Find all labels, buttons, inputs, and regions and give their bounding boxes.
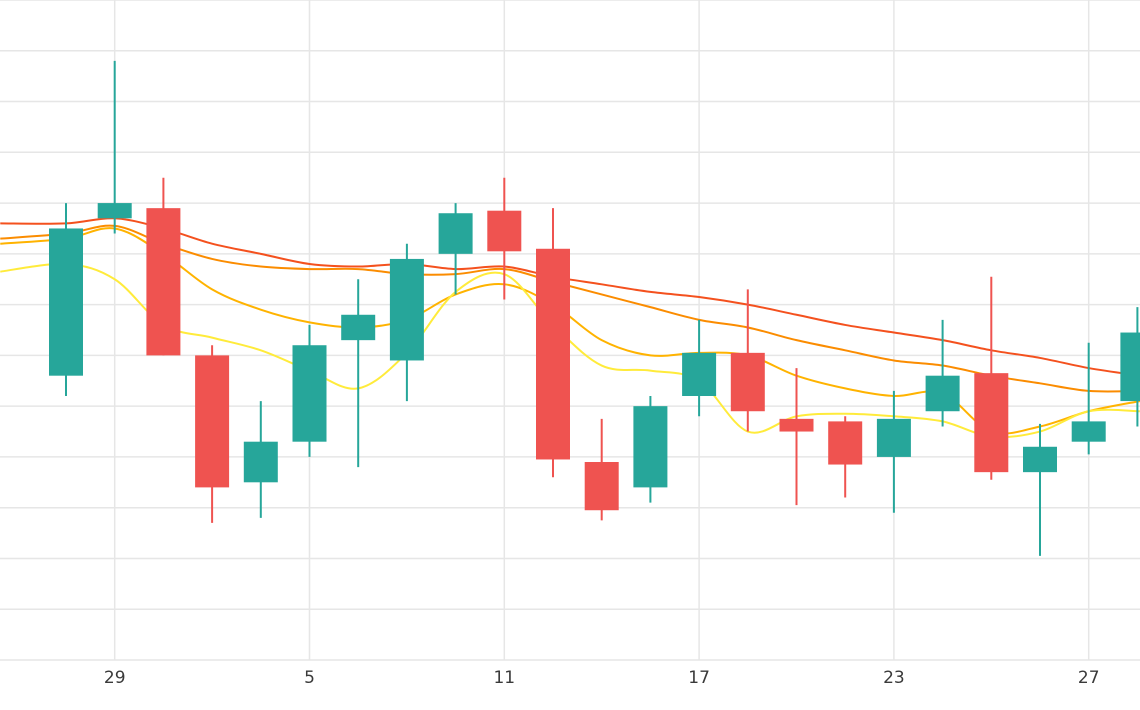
candle-body [487, 210, 522, 252]
candles [49, 60, 1140, 556]
candle-up [49, 203, 83, 396]
x-tick-label: 23 [883, 668, 905, 688]
candle-down [828, 416, 863, 498]
candle-body [438, 213, 473, 254]
candle-body [389, 258, 424, 361]
candle-down [536, 208, 570, 478]
candle-up [1120, 307, 1140, 427]
candle-body [779, 418, 814, 432]
candle-down [195, 345, 230, 523]
candle-down [584, 418, 619, 521]
candle-up [438, 203, 473, 295]
candle-body [49, 228, 83, 376]
candle-body [97, 203, 132, 219]
candle-body [341, 314, 376, 341]
candle-body [876, 418, 911, 457]
x-axis-ticks: 29 5 11 17 23 27 [104, 668, 1100, 688]
candle-up [1023, 423, 1057, 556]
candle-body [1071, 421, 1106, 442]
x-tick-label: 11 [493, 668, 515, 688]
moving-average-line-1 [0, 217, 1140, 377]
candle-down [779, 368, 814, 506]
candle-down [974, 276, 1009, 480]
candle-down [146, 177, 181, 356]
candle-body [974, 373, 1009, 473]
candle-body [146, 208, 181, 356]
candle-body [292, 345, 327, 442]
candle-up [341, 279, 376, 468]
candle-body [536, 248, 570, 460]
x-tick-label: 29 [104, 668, 126, 688]
candle-body [1023, 446, 1057, 473]
candle-body [828, 421, 863, 465]
x-tick-label: 17 [688, 668, 710, 688]
candle-body [195, 355, 230, 488]
candle-up [243, 401, 278, 518]
candle-body [730, 352, 765, 412]
candle-body [243, 441, 278, 483]
x-tick-label: 5 [304, 668, 315, 688]
candle-body [584, 462, 619, 511]
moving-average-line-2 [0, 224, 1140, 393]
candle-up [1071, 342, 1106, 455]
candle-body [925, 375, 960, 412]
candle-down [730, 289, 765, 432]
candle-down [487, 177, 522, 300]
candle-up [389, 243, 424, 402]
candle-up [682, 319, 717, 417]
candle-up [876, 390, 911, 513]
candle-up [292, 324, 327, 457]
candle-body [1120, 332, 1140, 402]
candle-up [633, 396, 668, 503]
candle-up [925, 319, 960, 427]
candle-up [97, 60, 132, 234]
x-tick-label: 27 [1078, 668, 1100, 688]
candle-body [682, 352, 717, 396]
candle-body [633, 406, 668, 488]
